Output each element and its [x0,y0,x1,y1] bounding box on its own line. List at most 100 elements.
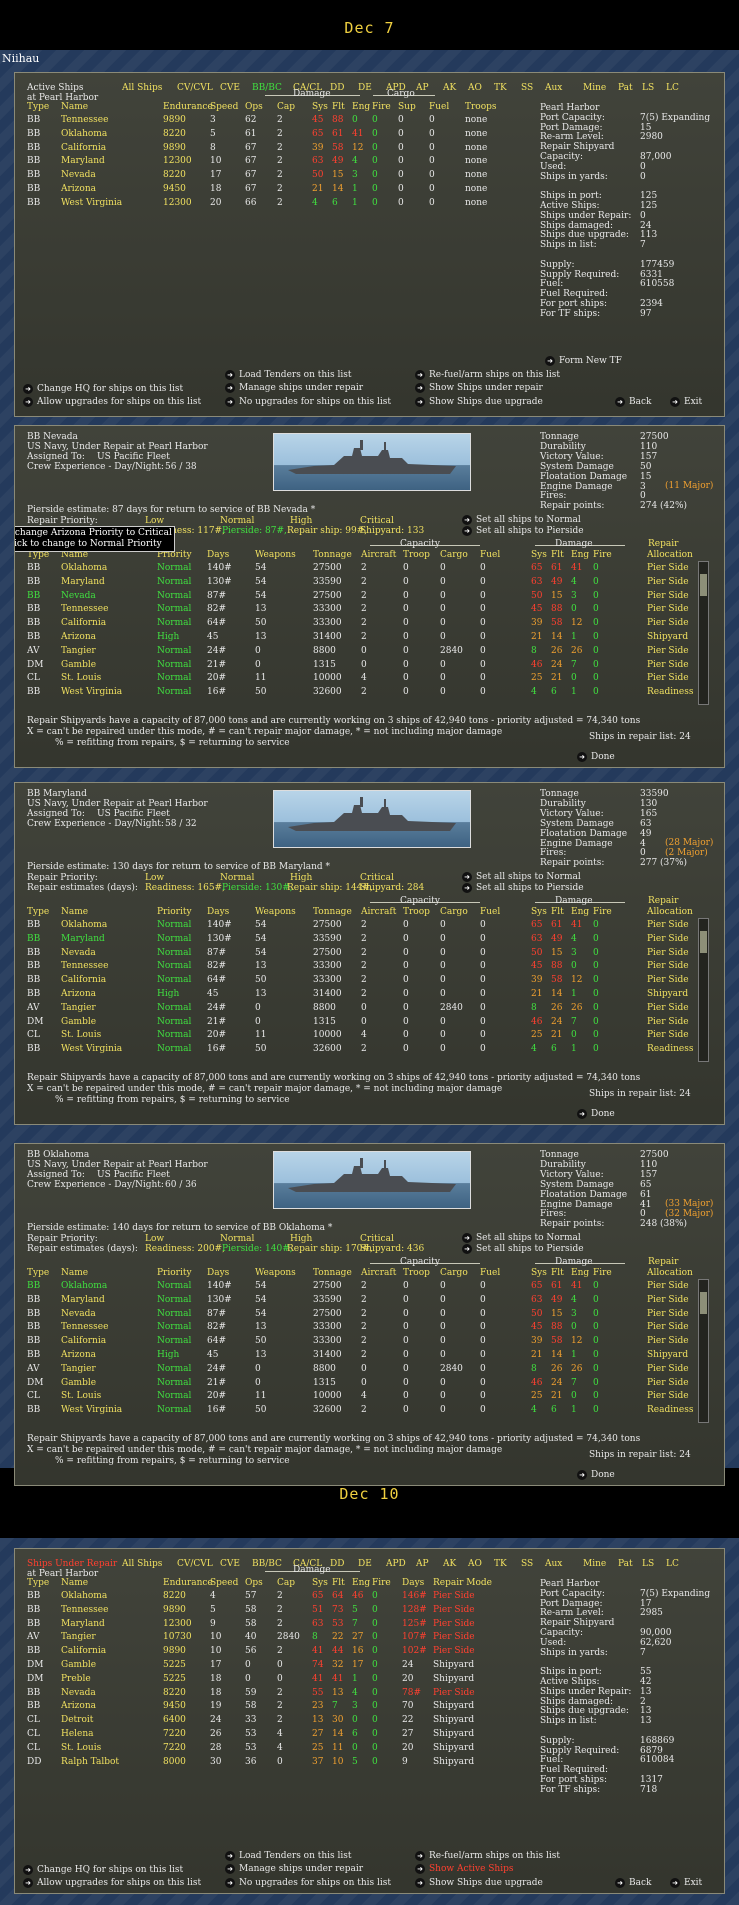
filter-tab-ls[interactable]: LS [642,1559,655,1569]
filter-tab-aux[interactable]: Aux [545,1559,563,1569]
action-button-0[interactable]: ➜ Change HQ for ships on this list [23,1864,183,1876]
back-button[interactable]: ➜ Back [615,1877,651,1889]
filter-tab-cve[interactable]: CVE [220,1559,240,1569]
done-button[interactable]: ➜ Done [577,751,615,763]
filter-tab-aux[interactable]: Aux [545,83,563,93]
filter-tab-cacl[interactable]: CA/CL [293,83,323,93]
column-header: Flt [551,550,564,560]
set-all-normal-button[interactable]: ➜ Set all ships to Normal [462,514,581,526]
filter-tab-de[interactable]: DE [358,1559,372,1569]
ship-row[interactable] [25,183,525,196]
filter-tab-apd[interactable]: APD [386,83,406,93]
priority-level-normal[interactable]: Normal [220,1234,255,1244]
priority-level-normal[interactable]: Normal [220,516,255,526]
ship-row[interactable] [25,169,525,182]
action-button-2[interactable]: ➜ Re-fuel/arm ships on this list [415,369,560,381]
filter-tab-allships[interactable]: All Ships [122,1559,163,1569]
filter-tab-ls[interactable]: LS [642,83,655,93]
scroll-thumb[interactable] [700,1292,707,1314]
estimate-value[interactable]: Pierside: 130#, [222,883,293,893]
priority-level-high[interactable]: High [290,516,313,526]
priority-level-high[interactable]: High [290,873,313,883]
filter-tab-dd[interactable]: DD [330,1559,345,1569]
repair-list-scrollbar[interactable] [698,918,709,1062]
form-new-tf-button[interactable]: ➜ Form New TF [545,355,622,367]
action-button-5[interactable]: ➜ Show Ships under repair [415,382,543,394]
priority-level-low[interactable]: Low [145,1234,165,1244]
filter-tab-tk[interactable]: TK [494,83,507,93]
filter-tab-apd[interactable]: APD [386,1559,406,1569]
filter-tab-pat[interactable]: Pat [618,1559,633,1569]
filter-tab-tk[interactable]: TK [494,1559,507,1569]
repair-list-scrollbar[interactable] [698,561,709,705]
filter-tab-de[interactable]: DE [358,83,372,93]
set-all-normal-button[interactable]: ➜ Set all ships to Normal [462,1232,581,1244]
estimate-value[interactable]: Pierside: 140#, [222,1244,293,1254]
filter-tab-cvcvl[interactable]: CV/CVL [177,1559,213,1569]
filter-tab-ss[interactable]: SS [521,83,534,93]
filter-tab-ak[interactable]: AK [443,83,457,93]
filter-tab-bbbc[interactable]: BB/BC [252,1559,282,1569]
estimate-value[interactable]: Shipyard: 284 [360,883,425,893]
filter-tab-pat[interactable]: Pat [618,83,633,93]
filter-tab-lc[interactable]: LC [666,1559,679,1569]
set-all-pierside-button[interactable]: ➜ Set all ships to Pierside [462,882,584,894]
repair-list-scrollbar[interactable] [698,1279,709,1423]
exit-button[interactable]: ➜ Exit [670,396,702,408]
action-button-3[interactable]: ➜ Allow upgrades for ships on this list [23,1877,201,1889]
filter-tab-allships[interactable]: All Ships [122,83,163,93]
action-button-7[interactable]: ➜ Show Ships due upgrade [415,396,543,408]
priority-level-normal[interactable]: Normal [220,873,255,883]
estimate-value[interactable]: Readiness: 165#, [145,883,225,893]
filter-tab-ap[interactable]: AP [416,1559,429,1569]
action-button-4[interactable]: ➜ Manage ships under repair [225,382,363,394]
action-button-1[interactable]: ➜ Load Tenders on this list [225,1850,352,1862]
priority-level-critical[interactable]: Critical [360,873,394,883]
action-button-5[interactable]: ➜ Show Active Ships [415,1863,513,1875]
estimate-value[interactable]: Shipyard: 436 [360,1244,425,1254]
filter-tab-ap[interactable]: AP [416,83,429,93]
action-button-0[interactable]: ➜ Change HQ for ships on this list [23,383,183,395]
estimate-value[interactable]: Pierside: 87#, [222,526,287,536]
filter-tab-dd[interactable]: DD [330,83,345,93]
action-button-6[interactable]: ➜ No upgrades for ships on this list [225,396,391,408]
scroll-thumb[interactable] [700,931,707,953]
filter-tab-lc[interactable]: LC [666,83,679,93]
scroll-thumb[interactable] [700,574,707,596]
back-button[interactable]: ➜ Back [615,396,651,408]
action-button-7[interactable]: ➜ Show Ships due upgrade [415,1877,543,1889]
filter-tab-ao[interactable]: AO [468,1559,482,1569]
filter-tab-cve[interactable]: CVE [220,83,240,93]
exit-button[interactable]: ➜ Exit [670,1877,702,1889]
filter-tab-mine[interactable]: Mine [583,83,607,93]
filter-tab-cvcvl[interactable]: CV/CVL [177,83,213,93]
filter-tab-ak[interactable]: AK [443,1559,457,1569]
set-all-pierside-button[interactable]: ➜ Set all ships to Pierside [462,525,584,537]
action-button-1[interactable]: ➜ Load Tenders on this list [225,369,352,381]
filter-tab-bbbc[interactable]: BB/BC [252,83,282,93]
estimate-value[interactable]: Repair ship: 99#, [287,526,368,536]
done-button[interactable]: ➜ Done [577,1108,615,1120]
priority-level-low[interactable]: Low [145,873,165,883]
filter-tab-ss[interactable]: SS [521,1559,534,1569]
action-button-3[interactable]: ➜ Allow upgrades for ships on this list [23,396,201,408]
estimate-value[interactable]: Readiness: 200#, [145,1244,225,1254]
estimate-value[interactable]: Shipyard: 133 [360,526,425,536]
cell: 4 [210,1591,216,1601]
estimate-value[interactable]: Repair ship: 170#, [287,1244,373,1254]
estimate-value[interactable]: Repair ship: 144#, [287,883,373,893]
set-all-normal-button[interactable]: ➜ Set all ships to Normal [462,871,581,883]
priority-level-low[interactable]: Low [145,516,165,526]
filter-tab-ao[interactable]: AO [468,83,482,93]
done-button[interactable]: ➜ Done [577,1469,615,1481]
action-button-4[interactable]: ➜ Manage ships under repair [225,1863,363,1875]
priority-level-critical[interactable]: Critical [360,1234,394,1244]
filter-tab-cacl[interactable]: CA/CL [293,1559,323,1569]
estimate-value[interactable]: Readiness: 117#, [145,526,225,536]
filter-tab-mine[interactable]: Mine [583,1559,607,1569]
priority-level-high[interactable]: High [290,1234,313,1244]
action-button-2[interactable]: ➜ Re-fuel/arm ships on this list [415,1850,560,1862]
action-button-6[interactable]: ➜ No upgrades for ships on this list [225,1877,391,1889]
set-all-pierside-button[interactable]: ➜ Set all ships to Pierside [462,1243,584,1255]
priority-level-critical[interactable]: Critical [360,516,394,526]
